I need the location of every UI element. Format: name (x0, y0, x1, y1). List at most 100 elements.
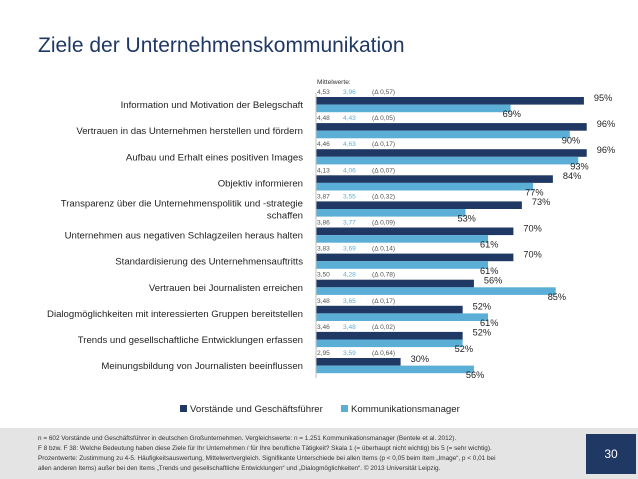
mean-value: 3,65 (343, 298, 356, 305)
slide-title: Ziele der Unternehmenskommunikation (38, 34, 405, 57)
bar-vorstaende (316, 123, 587, 131)
mean-value: 4,48 (317, 115, 330, 122)
bar-kommunikationsmanager (316, 235, 489, 243)
mean-value: 3,46 (317, 324, 330, 331)
data-label: 56% (484, 276, 502, 286)
data-label: 95% (594, 93, 612, 103)
mean-value: 3,69 (343, 246, 356, 253)
category-label: schaffen (267, 211, 303, 222)
legend-label: Vorstände und Geschäftsführer (190, 404, 324, 415)
mean-value: 3,48 (317, 298, 330, 305)
data-label: 61% (480, 240, 498, 250)
category-label: Aufbau und Erhalt eines positiven Images (126, 152, 303, 163)
mean-value: 3,83 (317, 246, 330, 253)
category-label: Objektiv informieren (218, 178, 303, 189)
bar-vorstaende (316, 279, 474, 288)
bar-vorstaende (316, 201, 522, 209)
footnote-question: F 8 bzw. F 38: Welche Bedeutung haben di… (38, 445, 492, 452)
data-label: 77% (525, 188, 543, 198)
data-label: 30% (411, 354, 429, 364)
mean-delta: (Δ 0,17) (372, 141, 395, 148)
mean-value: 4,13 (317, 167, 330, 174)
legend-label: Kommunikationsmanager (351, 404, 461, 415)
mean-value: 4,46 (317, 141, 330, 148)
data-label: 52% (473, 328, 491, 338)
mean-delta: (Δ 0,09) (372, 220, 395, 227)
category-label: Vertrauen in das Unternehmen herstellen … (76, 126, 303, 137)
mean-value: 4,53 (317, 89, 330, 96)
mean-value: 3,87 (317, 193, 330, 200)
bar-vorstaende (316, 97, 584, 105)
bar-kommunikationsmanager (316, 287, 556, 295)
bar-kommunikationsmanager (316, 209, 466, 217)
category-label: Information und Motivation der Belegscha… (121, 100, 304, 111)
category-label: Transparenz über die Unternehmenspolitik… (61, 199, 303, 210)
bar-kommunikationsmanager (316, 261, 489, 269)
mittelwerte-label: Mittelwerte: (317, 79, 351, 86)
footnote-sample: n = 602 Vorstände und Geschäftsführer in… (38, 435, 457, 442)
bar-vorstaende (316, 331, 463, 340)
data-label: 70% (523, 249, 541, 259)
mean-value: 3,48 (343, 324, 356, 331)
category-label: Standardisierung des Unternehmensauftrit… (115, 257, 303, 268)
mean-delta: (Δ 0,17) (372, 298, 395, 305)
mean-value: 3,50 (317, 272, 330, 279)
data-label: 70% (523, 223, 541, 233)
data-label: 56% (466, 370, 484, 380)
category-label: Unternehmen aus negativen Schlagzeilen h… (65, 231, 303, 242)
data-label: 84% (563, 171, 581, 181)
mean-value: 3,77 (343, 220, 356, 227)
legend-swatch (180, 405, 187, 412)
mean-delta: (Δ 0,05) (372, 115, 395, 122)
bar-kommunikationsmanager (316, 313, 489, 321)
mean-delta: (Δ 0,14) (372, 246, 395, 253)
data-label: 90% (562, 135, 580, 145)
data-label: 69% (503, 109, 521, 119)
category-label: Meinungsbildung von Journalisten beeinfl… (101, 361, 303, 372)
data-label: 85% (548, 292, 566, 302)
category-label: Dialogmöglichkeiten mit interessierten G… (47, 309, 303, 320)
mean-value: 2,95 (317, 350, 330, 357)
mean-delta: (Δ 0,57) (372, 89, 395, 96)
data-label: 52% (455, 344, 473, 354)
bar-vorstaende (316, 358, 401, 366)
bar-vorstaende (316, 149, 587, 157)
bar-kommunikationsmanager (316, 182, 534, 191)
bar-chart: Mittelwerte: 4,53 3,96 (Δ 0,57) 95% 69% Inform… (47, 79, 615, 415)
footnote-exceptions: allen anderen Items) außer bei den Items… (38, 465, 441, 472)
mean-delta: (Δ 0,07) (372, 167, 395, 174)
data-label: 53% (457, 214, 475, 224)
mean-value: 4,06 (343, 167, 356, 174)
mean-delta: (Δ 0,02) (372, 324, 395, 331)
bar-vorstaende (316, 175, 553, 183)
mean-value: 3,55 (343, 193, 356, 200)
bar-vorstaende (316, 305, 463, 314)
data-label: 96% (597, 119, 615, 129)
category-label: Trends und gesellschaftliche Entwicklung… (78, 335, 303, 346)
bar-kommunikationsmanager (316, 365, 474, 374)
bar-kommunikationsmanager (316, 130, 570, 139)
mean-value: 3,96 (343, 89, 356, 96)
bar-kommunikationsmanager (316, 104, 511, 113)
data-label: 73% (532, 197, 550, 207)
mean-value: 4,63 (343, 141, 356, 148)
mean-value: 4,28 (343, 272, 356, 279)
footnote-method: Prozentwerte: Zustimmung zu 4-5. Häufigk… (38, 455, 496, 462)
mean-value: 4,43 (343, 115, 356, 122)
data-label: 96% (597, 145, 615, 155)
mean-value: 3,86 (317, 220, 330, 227)
mean-delta: (Δ 0,78) (372, 272, 395, 279)
data-label: 52% (473, 302, 491, 312)
bar-kommunikationsmanager (316, 339, 463, 348)
mean-value: 3,59 (343, 350, 356, 357)
footer: n = 602 Vorstände und Geschäftsführer in… (0, 428, 638, 479)
bar-vorstaende (316, 253, 514, 262)
category-label: Vertrauen bei Journalisten erreichen (149, 283, 303, 294)
data-label: 61% (480, 266, 498, 276)
legend-swatch (341, 405, 348, 412)
bar-vorstaende (316, 227, 514, 236)
mean-delta: (Δ 0,64) (372, 350, 395, 357)
data-label: 61% (480, 318, 498, 328)
data-label: 93% (570, 161, 588, 171)
mean-delta: (Δ 0,32) (372, 193, 395, 200)
